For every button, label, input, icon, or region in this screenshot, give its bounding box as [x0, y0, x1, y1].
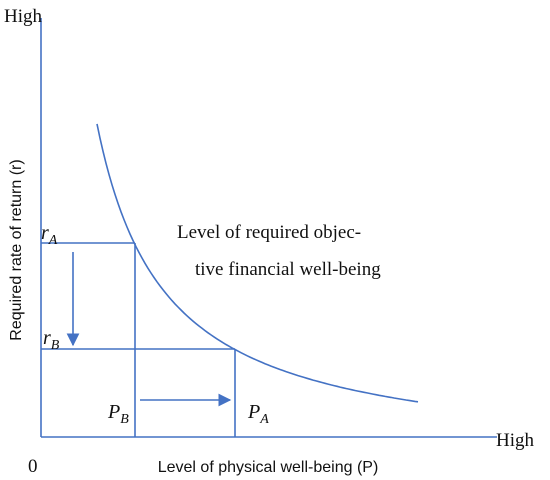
r-b-label: rB: [43, 327, 60, 353]
label-sub: A: [48, 233, 58, 248]
y-end-label: High: [4, 6, 43, 27]
label-sub: B: [51, 338, 60, 353]
y-axis-title: Required rate of return (r): [8, 159, 25, 340]
x-axis-title: Level of physical well-being (P): [158, 459, 379, 476]
label-sub: A: [259, 412, 269, 427]
p-b-label: PB: [107, 401, 129, 427]
label-main: r: [41, 222, 49, 244]
label-main: P: [107, 401, 120, 423]
r-a-label: rA: [41, 222, 58, 248]
x-end-label: High: [496, 430, 535, 451]
label-sub: B: [120, 412, 129, 427]
p-a-label: PA: [247, 401, 269, 427]
curve-label: Level of required objec-: [177, 222, 361, 243]
label-main: P: [247, 401, 260, 423]
curve-label: tive financial well-being: [195, 259, 381, 280]
label-main: r: [43, 327, 51, 349]
curve: [96, 123, 419, 403]
origin-label: 0: [28, 456, 38, 477]
